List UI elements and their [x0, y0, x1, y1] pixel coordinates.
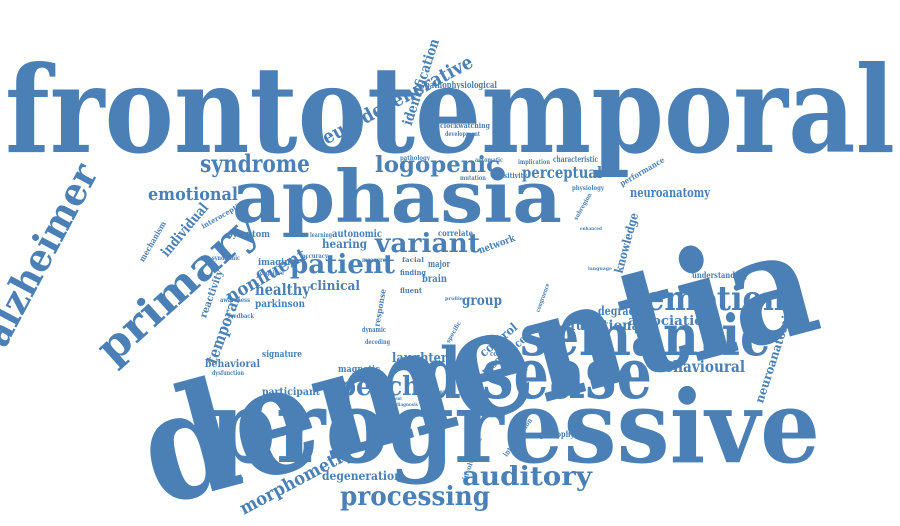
word-dysfunction: dysfunction	[212, 370, 245, 377]
word-healthy: healthy	[255, 280, 311, 299]
word-implication: implication	[518, 159, 551, 166]
word-fluent: fluent	[400, 286, 423, 295]
word-disease: disease	[422, 332, 652, 415]
word-measure: measure	[362, 257, 386, 264]
word-automatic: automatic	[475, 157, 503, 164]
word-clockwatching: clockwatching	[440, 121, 490, 130]
word-impairment: impairment	[378, 396, 402, 402]
word-behavioral: behavioral	[205, 359, 260, 370]
word-learning: learning	[310, 232, 333, 239]
word-syndrome: syndrome	[200, 149, 310, 178]
word-dynamic: dynamic	[362, 325, 386, 334]
word-emotional: emotional	[148, 184, 238, 205]
word-awareness: awareness	[220, 297, 251, 304]
word-decoding: decoding	[365, 339, 391, 346]
word-signature: signature	[262, 350, 302, 360]
word-functional: functional	[570, 318, 645, 334]
word-neuroanatomy: neuroanatomy	[630, 186, 710, 201]
word-brain: brain	[422, 274, 448, 285]
word-feedback: feedback	[228, 313, 255, 320]
word-semantic: semantic	[520, 303, 770, 369]
word-syndromic: syndromic	[212, 255, 240, 262]
word-alzheimer: alzheimer	[0, 155, 107, 354]
word-degraded: degraded	[598, 304, 648, 318]
word-group: group	[462, 293, 502, 309]
word-physiology: physiology	[572, 185, 604, 192]
word-pathophysiology: pathophysiology	[540, 429, 600, 439]
word-characteristic: characteristic	[553, 154, 598, 164]
word-development: development	[445, 131, 480, 138]
word-magnetic: magnetic	[338, 365, 380, 375]
word-finding: finding	[400, 268, 426, 277]
word-participant: participant	[262, 387, 320, 398]
word-processing: processing	[340, 482, 490, 512]
word-facial: facial	[402, 257, 425, 264]
word-clinical: clinical	[310, 279, 360, 294]
word-imaging: imaging	[258, 258, 297, 268]
word-variant: variant	[374, 229, 480, 259]
word-autonomic: autonomic	[332, 229, 382, 240]
word-subregion: subregion	[573, 192, 594, 222]
word-cognitive: cognitive	[260, 270, 284, 277]
word-mutation: mutation	[460, 175, 487, 182]
word-pathology: pathology	[400, 155, 430, 162]
word-language: language	[588, 266, 612, 272]
word-auditory: auditory	[462, 462, 593, 492]
word-sensitivity: sensitivity	[492, 171, 528, 180]
word-progressive: progressive	[210, 368, 820, 486]
word-degeneration: degeneration	[322, 469, 402, 483]
word-perceptual: perceptual	[522, 163, 602, 182]
word-aphasia: aphasia	[232, 154, 562, 239]
word-behavioural: behavioural	[655, 357, 745, 376]
word-symptom: symptom	[228, 230, 270, 240]
word-emotion: emotion	[645, 279, 785, 319]
word-pathophysiological: pathophysiological	[425, 81, 497, 91]
word-hearing: hearing	[322, 237, 368, 251]
word-enhanced: enhanced	[580, 226, 602, 232]
word-understanding: understanding	[692, 270, 747, 280]
word-laughter: laughter	[392, 351, 447, 366]
word-frontotemporal: frontotemporal	[5, 40, 895, 181]
word-correlate: correlate	[438, 228, 473, 238]
word-major: major	[428, 260, 450, 270]
word-disorder: disorder	[418, 387, 447, 397]
word-logopenic: logopenic	[375, 152, 500, 178]
word-parkinson: parkinson	[255, 299, 306, 310]
word-cognition: cognition	[490, 349, 520, 358]
word-association: association	[628, 314, 714, 329]
word-diagnosis: diagnosis	[396, 402, 418, 408]
word-patient: patient	[290, 250, 395, 280]
word-profile: profile	[445, 296, 463, 302]
word-mechanism: mechanism	[137, 219, 168, 263]
word-accuracy: accuracy	[302, 253, 328, 260]
word-speech: speech	[325, 372, 420, 402]
